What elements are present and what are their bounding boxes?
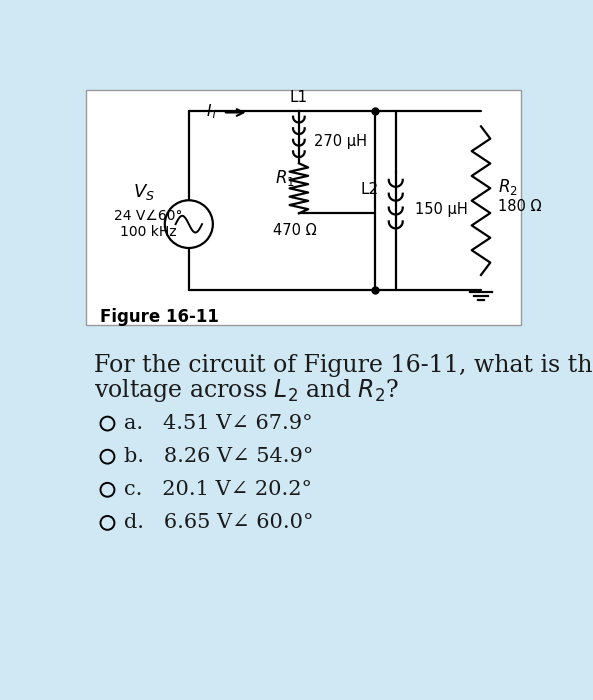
Text: L1: L1	[290, 90, 308, 105]
Text: 270 μH: 270 μH	[314, 134, 368, 149]
Text: $R_1$: $R_1$	[275, 168, 295, 188]
Text: For the circuit of Figure 16-11, what is the: For the circuit of Figure 16-11, what is…	[94, 354, 593, 377]
Text: a.   4.51 V∠ 67.9°: a. 4.51 V∠ 67.9°	[125, 414, 313, 433]
Text: voltage across $L_2$ and $R_2$?: voltage across $L_2$ and $R_2$?	[94, 377, 398, 405]
FancyBboxPatch shape	[86, 90, 521, 325]
Text: 24 V∠60°: 24 V∠60°	[114, 209, 183, 223]
Text: b.   8.26 V∠ 54.9°: b. 8.26 V∠ 54.9°	[125, 447, 314, 466]
Text: 150 μH: 150 μH	[415, 202, 468, 218]
Text: c.   20.1 V∠ 20.2°: c. 20.1 V∠ 20.2°	[125, 480, 313, 499]
Text: $V_S$: $V_S$	[133, 182, 155, 202]
Text: $R_2$: $R_2$	[498, 177, 518, 197]
Text: Figure 16-11: Figure 16-11	[100, 308, 219, 326]
Text: 180 Ω: 180 Ω	[498, 199, 541, 214]
Text: $I_T$: $I_T$	[206, 102, 220, 121]
Text: L2: L2	[361, 181, 379, 197]
Text: d.   6.65 V∠ 60.0°: d. 6.65 V∠ 60.0°	[125, 513, 314, 533]
Text: 470 Ω: 470 Ω	[273, 223, 317, 237]
Text: 100 kHz: 100 kHz	[120, 225, 177, 239]
